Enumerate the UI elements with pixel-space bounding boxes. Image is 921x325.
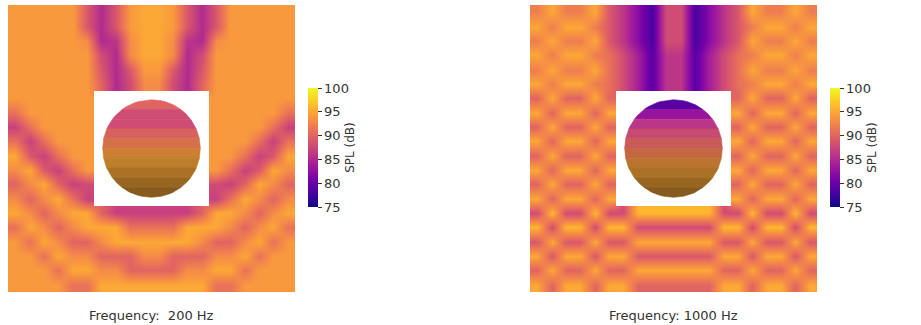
svg-text:80: 80 bbox=[846, 176, 863, 191]
svg-text:100: 100 bbox=[846, 81, 871, 96]
svg-text:Frequency: 1000 Hz: Frequency: 1000 Hz bbox=[609, 308, 738, 323]
svg-text:90: 90 bbox=[324, 128, 341, 143]
svg-text:85: 85 bbox=[324, 152, 341, 167]
svg-text:75: 75 bbox=[846, 200, 863, 215]
svg-text:80: 80 bbox=[324, 176, 341, 191]
svg-text:Frequency: 200 Hz: Frequency: 200 Hz bbox=[89, 308, 214, 323]
svg-text:SPL (dB): SPL (dB) bbox=[343, 122, 357, 173]
svg-text:85: 85 bbox=[846, 152, 863, 167]
svg-text:SPL (dB): SPL (dB) bbox=[865, 122, 879, 173]
svg-text:100: 100 bbox=[324, 81, 349, 96]
svg-text:95: 95 bbox=[846, 104, 863, 119]
svg-text:75: 75 bbox=[324, 200, 341, 215]
svg-text:90: 90 bbox=[846, 128, 863, 143]
svg-text:95: 95 bbox=[324, 104, 341, 119]
